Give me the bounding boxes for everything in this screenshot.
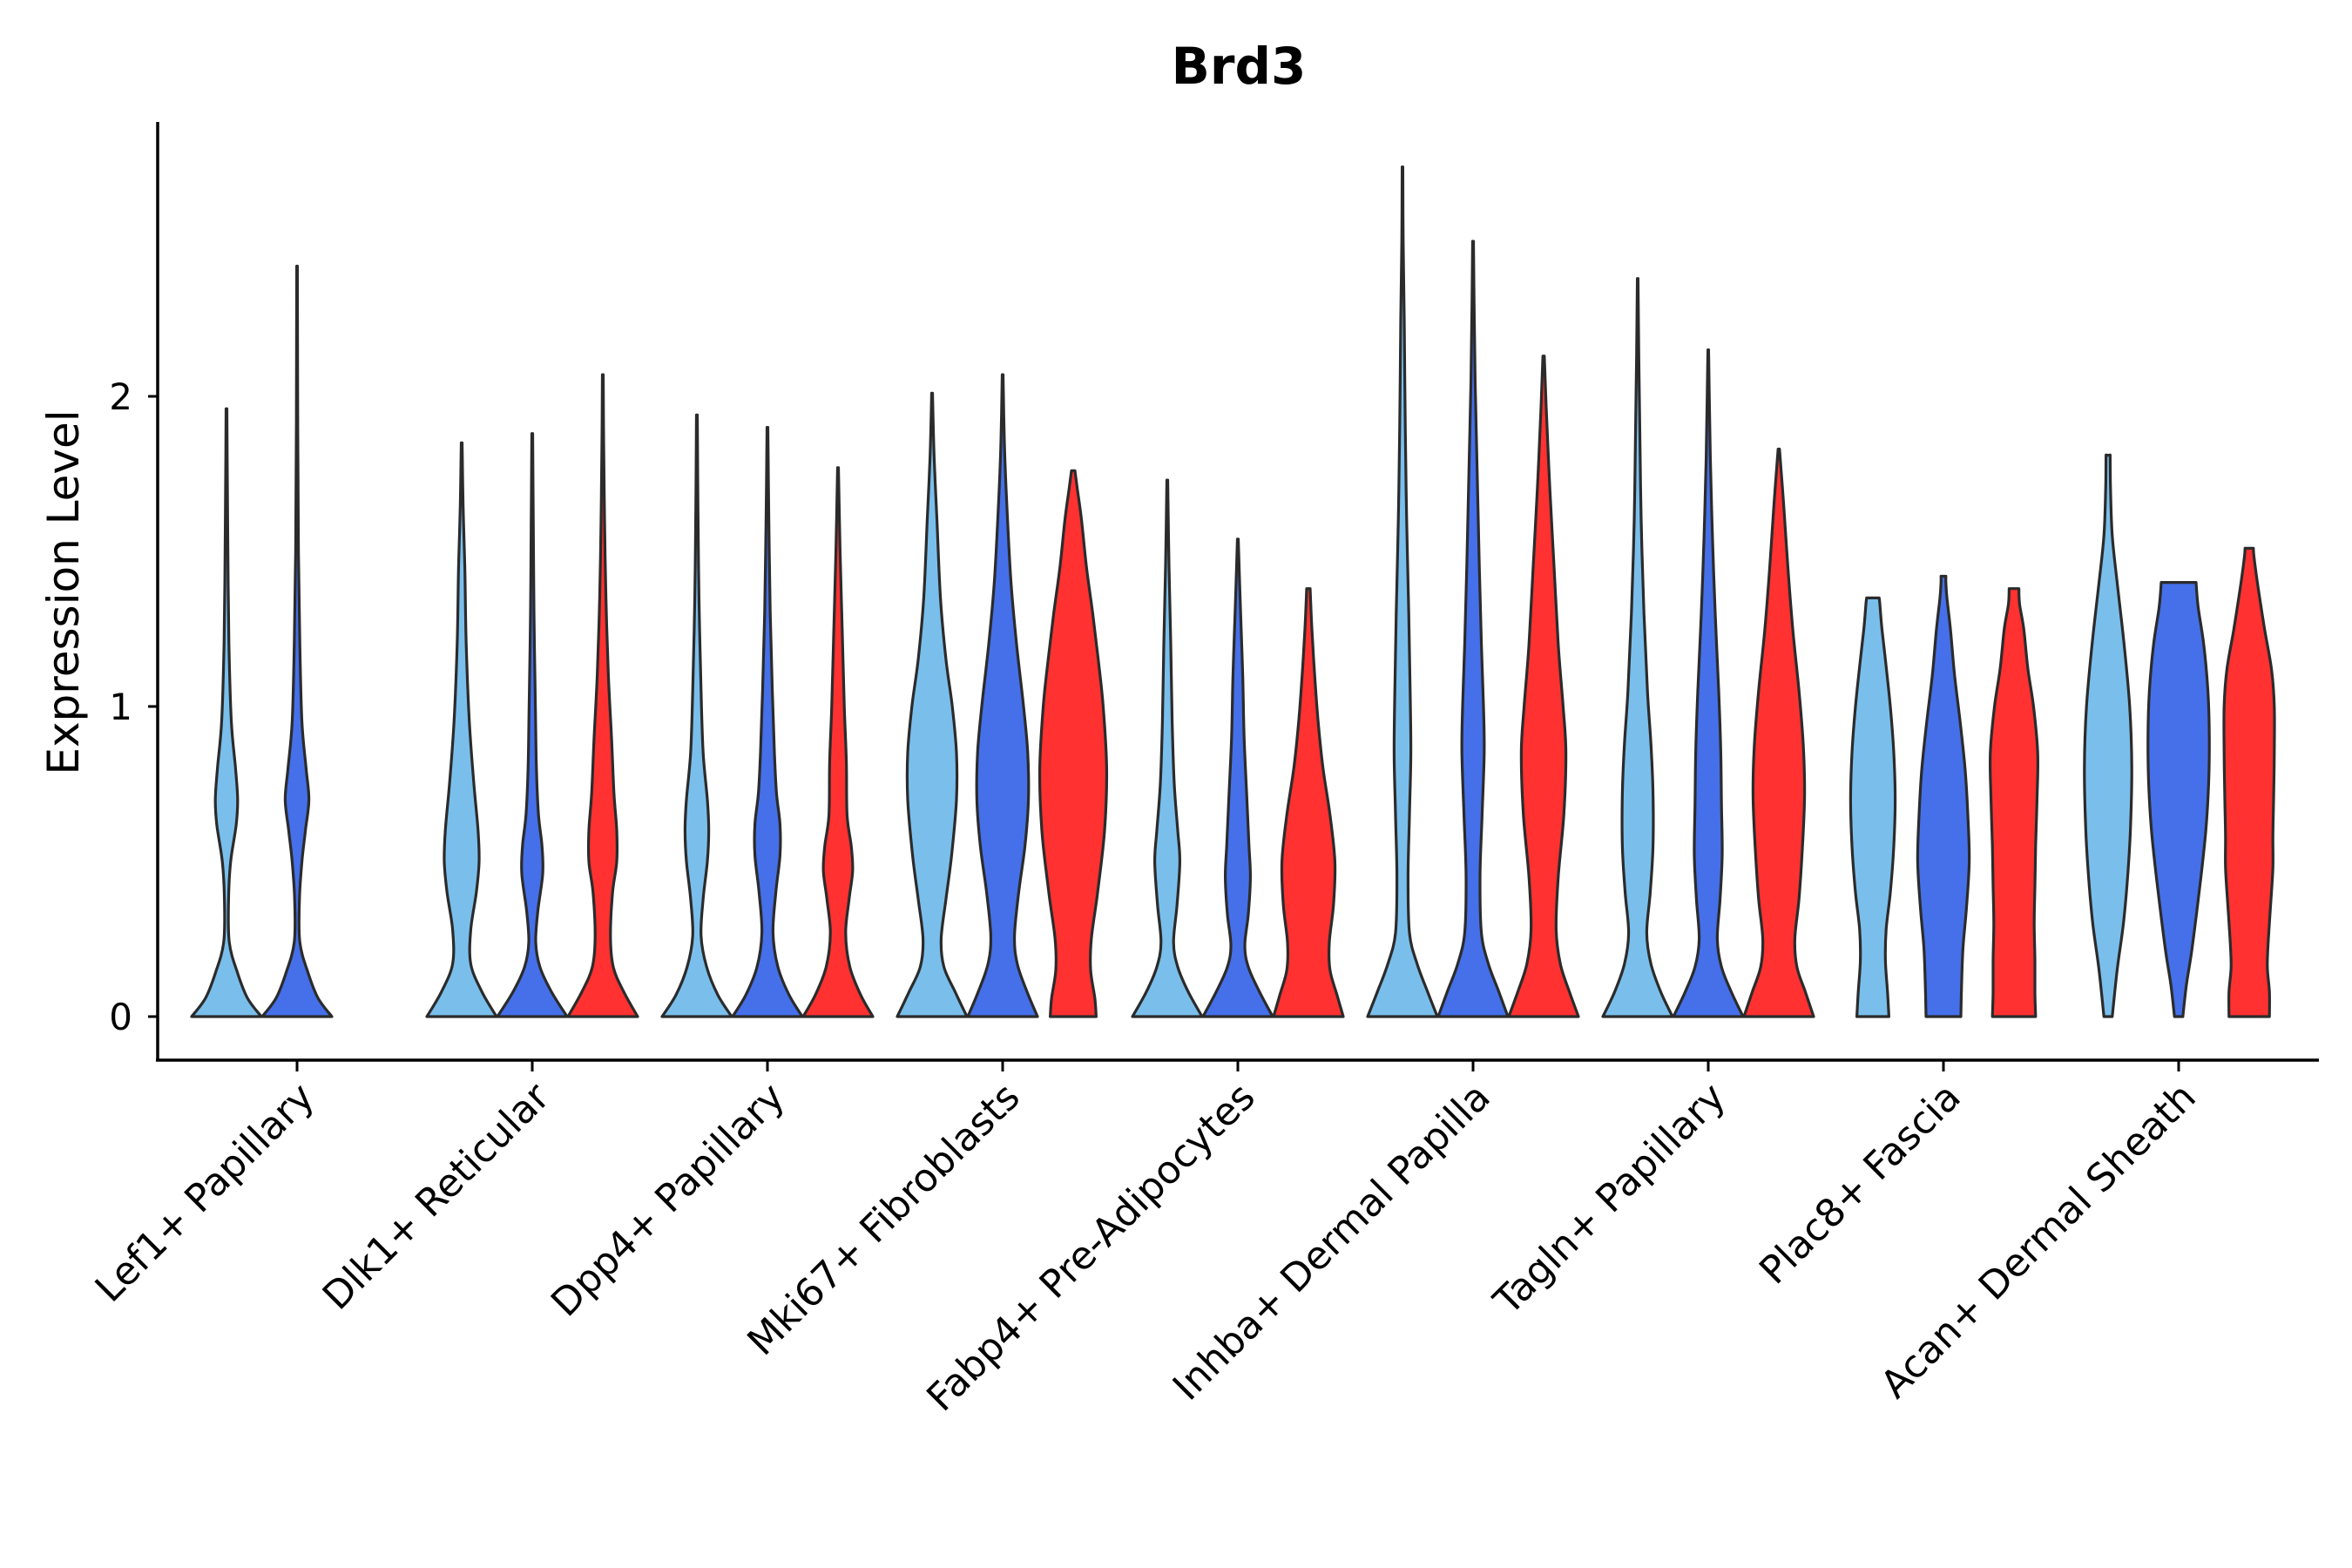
violin-dlk1-reticular-group-3 — [566, 373, 639, 1018]
violin-inhba-dermal-papilla-group-3 — [1507, 355, 1580, 1018]
violin-lef1-papillary-group-2 — [260, 264, 334, 1018]
y-ticks: 0 1 2 — [109, 375, 158, 1038]
violin-lef1-papillary-group-1 — [190, 407, 263, 1018]
violin-mki67-fibroblasts-group-3 — [1037, 469, 1109, 1018]
violin-inhba-dermal-papilla-group-2 — [1436, 240, 1510, 1018]
violin-fabp4-pre-adipocytes-group-3 — [1272, 587, 1345, 1018]
violin-plac8-fascia-group-3 — [1988, 587, 2040, 1018]
violin-tagln-papillary-group-1 — [1601, 277, 1674, 1018]
x-category-label: Lef1+ Papillary — [87, 1075, 323, 1311]
y-axis-label: Expression Level — [38, 409, 89, 774]
violin-tagln-papillary-group-2 — [1672, 348, 1745, 1018]
y-tick-label: 2 — [109, 375, 132, 418]
violin-plac8-fascia-group-2 — [1916, 574, 1971, 1018]
x-category-label: Dpp4+ Papillary — [543, 1075, 794, 1326]
violin-dpp4-papillary-group-2 — [731, 426, 804, 1018]
y-tick-label: 0 — [109, 996, 132, 1038]
x-category-label: Plac8+ Fascia — [1751, 1075, 1970, 1294]
x-category-label: Tagln+ Papillary — [1485, 1075, 1734, 1324]
violin-fabp4-pre-adipocytes-group-1 — [1131, 478, 1204, 1018]
x-category-label: Dlk1+ Reticular — [314, 1074, 559, 1319]
violin-dlk1-reticular-group-2 — [496, 432, 569, 1018]
violin-plac8-fascia-group-1 — [1848, 596, 1897, 1018]
violin-inhba-dermal-papilla-group-1 — [1366, 166, 1439, 1018]
violin-dlk1-reticular-group-1 — [425, 441, 498, 1018]
violin-mki67-fibroblasts-group-1 — [896, 391, 969, 1018]
violins-layer — [190, 166, 2276, 1018]
violin-tagln-papillary-group-3 — [1742, 447, 1815, 1018]
violin-acan-dermal-sheath-group-2 — [2146, 581, 2211, 1018]
violin-mki67-fibroblasts-group-2 — [966, 373, 1039, 1018]
violin-dpp4-papillary-group-1 — [660, 413, 733, 1018]
chart-title: Brd3 — [1172, 37, 1307, 96]
violin-acan-dermal-sheath-group-1 — [2083, 453, 2133, 1018]
violin-fabp4-pre-adipocytes-group-2 — [1201, 537, 1274, 1018]
violin-acan-dermal-sheath-group-3 — [2222, 546, 2276, 1018]
violin-dpp4-papillary-group-3 — [801, 466, 875, 1018]
y-tick-label: 1 — [109, 686, 132, 728]
